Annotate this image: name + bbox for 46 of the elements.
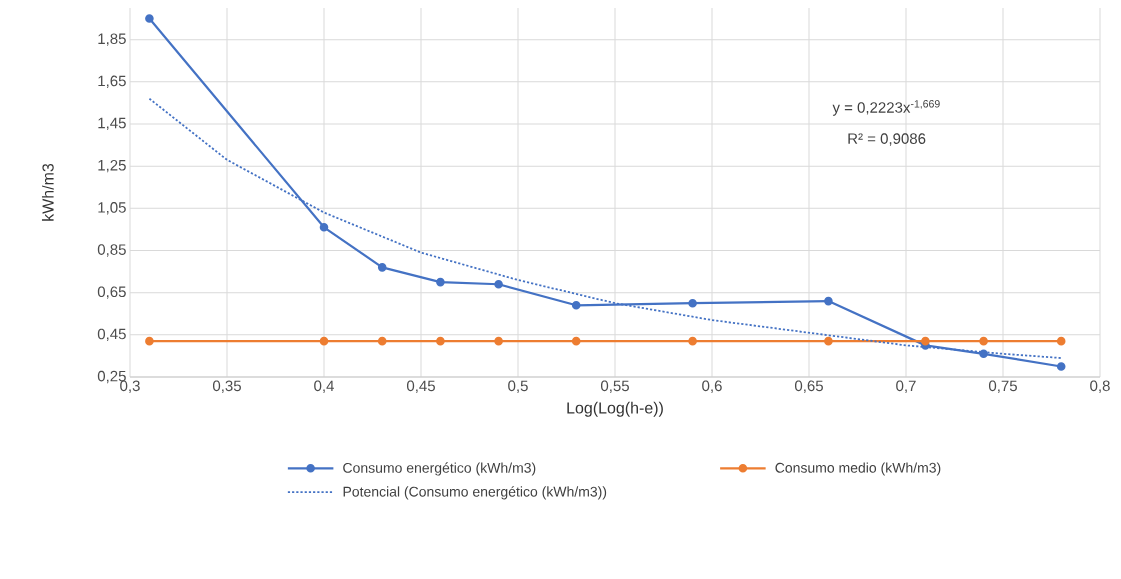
y-tick-label: 1,05 <box>98 202 126 215</box>
x-tick-label: 0,7 <box>896 380 916 393</box>
x-tick-label: 0,75 <box>988 380 1017 393</box>
point <box>979 349 988 359</box>
y-tick-label: 0,85 <box>97 244 126 257</box>
legend-label: Consumo energético (kWh/m3) <box>343 462 536 476</box>
point <box>979 336 988 346</box>
y-axis-title: kWh/m3 <box>41 163 54 221</box>
point <box>824 296 833 306</box>
x-tick-label: 0,5 <box>508 380 528 393</box>
point <box>377 263 387 272</box>
y-tick-label: 1,45 <box>98 117 126 131</box>
point <box>436 277 445 287</box>
point <box>571 301 581 310</box>
y-tick-label: 1,25 <box>98 159 126 173</box>
x-tick-label: 0,35 <box>212 380 241 393</box>
y-tick-label: 0,45 <box>97 328 126 342</box>
point <box>145 14 154 23</box>
x-tick-label: 0,4 <box>314 380 334 393</box>
point <box>145 336 154 346</box>
x-tick-label: 0,6 <box>702 380 722 393</box>
y-tick-label: 0,65 <box>97 286 126 299</box>
point <box>377 336 387 346</box>
point <box>688 298 697 308</box>
x-tick-label: 0,55 <box>600 380 629 393</box>
point <box>921 336 930 346</box>
point <box>494 279 503 289</box>
x-tick-label: 0,8 <box>1090 380 1110 393</box>
point <box>1056 336 1066 346</box>
x-axis-title: Log(Log(h-e)) <box>567 401 663 417</box>
legend-label: Potencial (Consumo energético (kWh/m3)) <box>343 486 607 500</box>
y-tick-label: 1,85 <box>98 33 126 46</box>
x-tick-label: 0,65 <box>794 380 823 393</box>
point <box>1056 362 1066 371</box>
legend-label: Consumo medio (kWh/m3) <box>775 462 941 476</box>
y-tick-label: 1,65 <box>98 75 126 88</box>
point <box>688 336 697 346</box>
point <box>319 336 329 346</box>
point <box>436 336 445 346</box>
point <box>319 222 329 232</box>
x-tick-label: 0,45 <box>406 380 435 393</box>
annotation: R² = 0,9086 <box>848 133 926 146</box>
point <box>494 336 503 346</box>
point <box>824 336 833 346</box>
point <box>571 336 581 346</box>
annotation: y = 0,2223x$^{-1,669}$ <box>832 100 940 116</box>
